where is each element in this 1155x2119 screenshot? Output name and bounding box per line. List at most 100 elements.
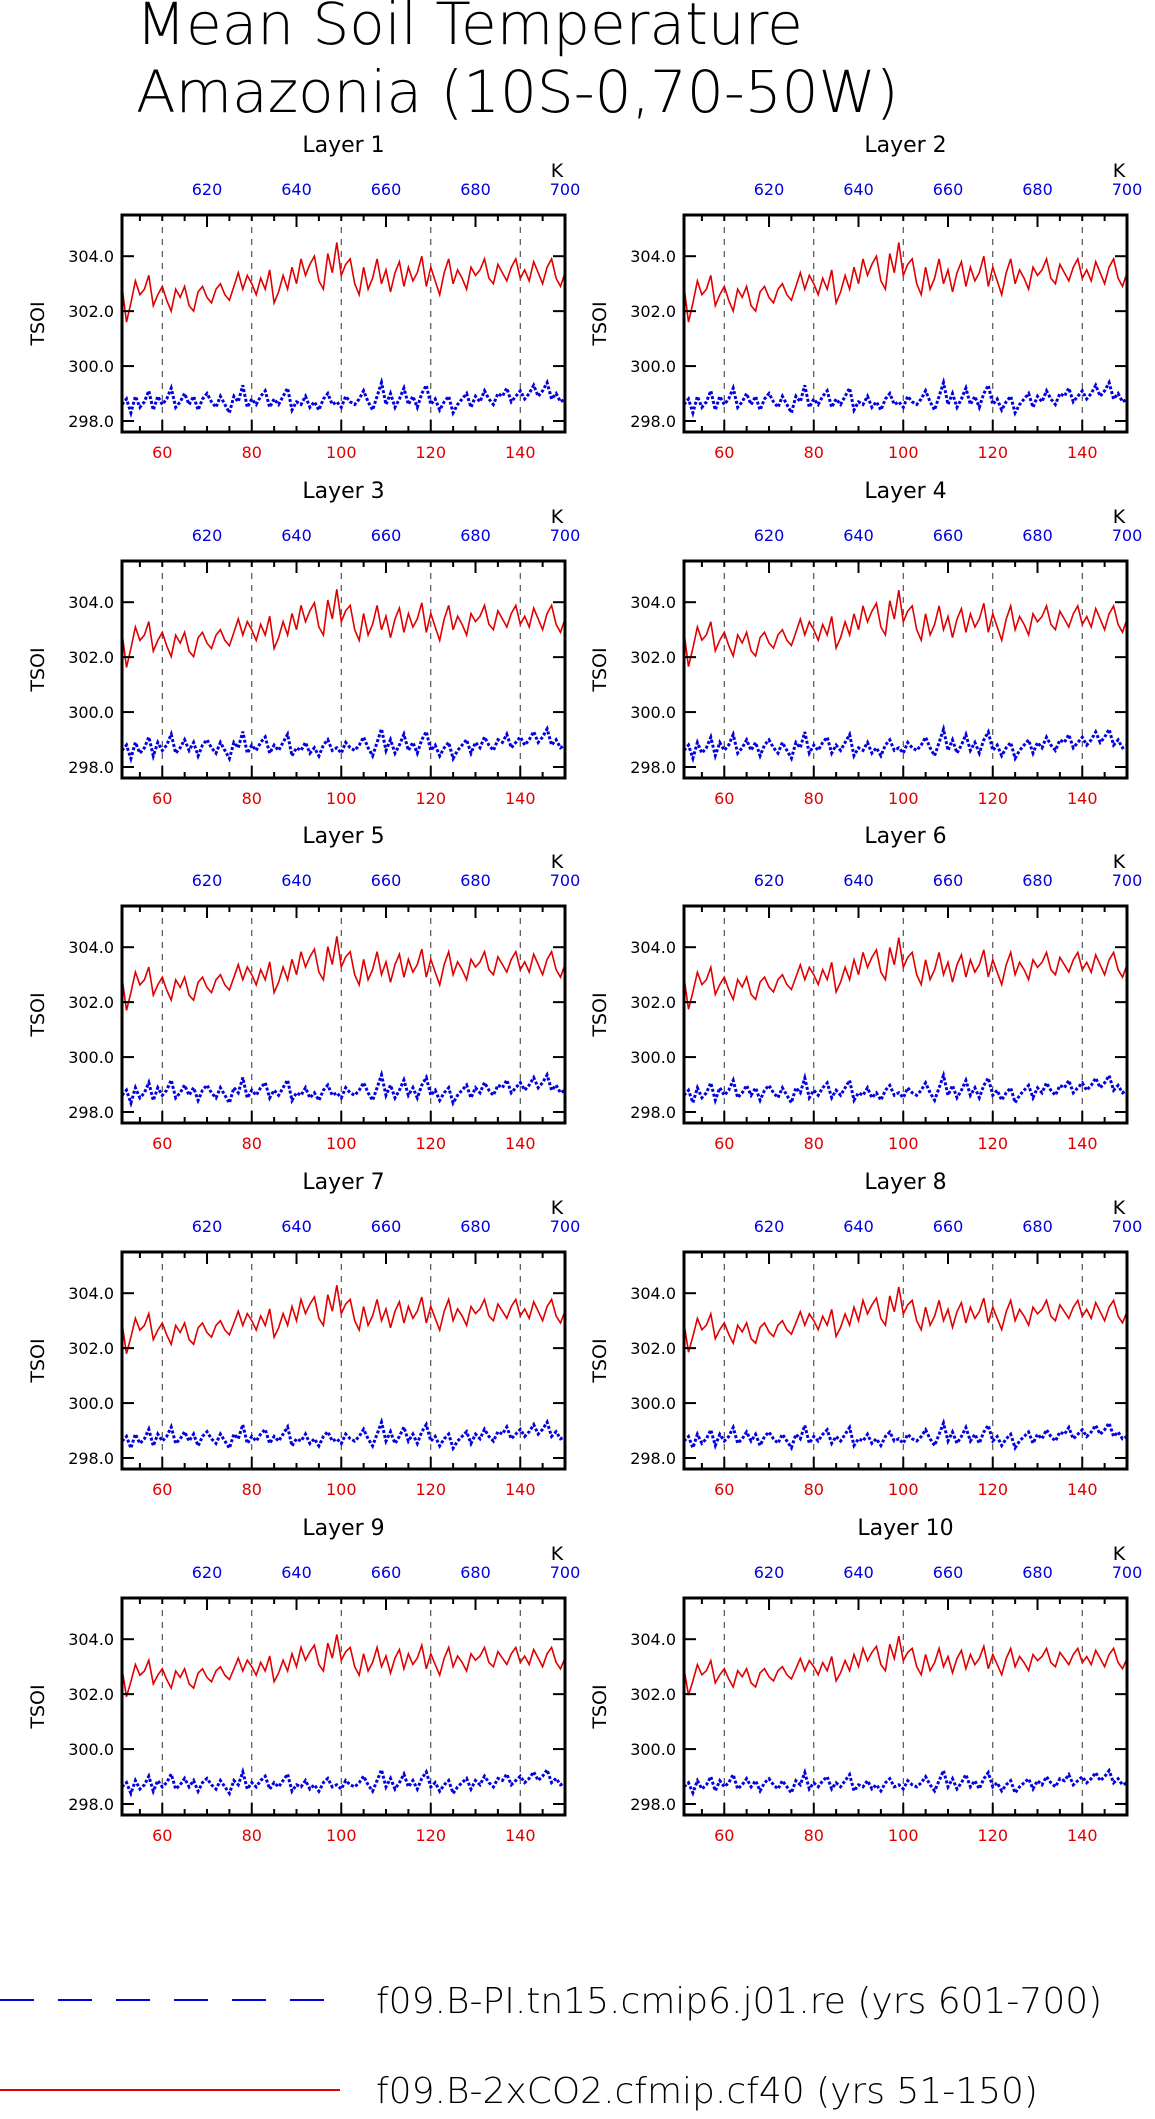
plot-frame xyxy=(120,213,567,434)
x-top-tick-label: 620 xyxy=(754,526,785,545)
x-bottom-tick-label: 120 xyxy=(977,1134,1008,1153)
panel-layer-1: Layer 1 298.0 300.0 302.0 304.0 TSOI 60 80 100 12… xyxy=(27,133,580,462)
x-bottom-tick-label: 120 xyxy=(977,443,1008,462)
y-tick-label: 300.0 xyxy=(630,703,676,722)
y-tick-label: 302.0 xyxy=(68,1339,114,1358)
x-top-tick-label: 660 xyxy=(933,871,964,890)
x-top-tick-label: 680 xyxy=(460,871,491,890)
y-tick-label: 304.0 xyxy=(68,938,114,957)
x-bottom-tick-label: 60 xyxy=(152,1134,172,1153)
x-bottom-tick-label: 120 xyxy=(415,1480,446,1499)
y-tick-label: 300.0 xyxy=(630,1394,676,1413)
panel-title: Layer 4 xyxy=(864,479,946,504)
x-top-tick-label: 700 xyxy=(550,1217,581,1236)
x-bottom-tick-label: 140 xyxy=(505,1134,536,1153)
x-top-tick-label: 660 xyxy=(371,1563,402,1582)
y-axis-label: TSOI xyxy=(27,1338,49,1383)
series-experiment-line xyxy=(121,589,566,668)
series-experiment-line xyxy=(121,1634,566,1697)
x-top-tick-label: 660 xyxy=(371,1217,402,1236)
x-bottom-tick-label: 60 xyxy=(714,1826,734,1845)
x-top-unit-label: K xyxy=(551,160,564,182)
y-tick-label: 302.0 xyxy=(630,648,676,667)
x-top-tick-label: 620 xyxy=(754,1563,785,1582)
plot-frame xyxy=(120,1250,567,1471)
x-top-tick-label: 700 xyxy=(550,526,581,545)
panel-title: Layer 5 xyxy=(302,824,384,849)
x-bottom-tick-label: 140 xyxy=(1067,1826,1098,1845)
panel-layer-5: Layer 5 298.0 300.0 302.0 304.0 TSOI 60 80 100 12… xyxy=(27,824,580,1153)
plot-frame xyxy=(682,559,1129,780)
y-tick-label: 304.0 xyxy=(630,247,676,266)
panel-title: Layer 10 xyxy=(857,1516,953,1541)
y-tick-label: 298.0 xyxy=(630,1795,676,1814)
y-axis-label: TSOI xyxy=(27,992,49,1037)
x-top-tick-label: 660 xyxy=(371,526,402,545)
x-top-unit-label: K xyxy=(1113,851,1126,873)
x-bottom-tick-label: 120 xyxy=(977,1480,1008,1499)
x-top-tick-label: 700 xyxy=(1112,180,1143,199)
x-top-tick-label: 680 xyxy=(1022,871,1053,890)
x-top-tick-label: 620 xyxy=(192,180,223,199)
series-control-line xyxy=(682,1418,1128,1453)
legend: f09.B-PI.tn15.cmip6.j01.re (yrs 601-700)… xyxy=(0,1981,1102,2112)
y-axis-label: TSOI xyxy=(27,647,49,692)
y-tick-label: 300.0 xyxy=(630,357,676,376)
x-bottom-tick-label: 80 xyxy=(242,1480,262,1499)
x-top-unit-label: K xyxy=(1113,1197,1126,1219)
panel-layer-8: Layer 8 298.0 300.0 302.0 304.0 TSOI 60 80 100 12… xyxy=(589,1170,1142,1499)
x-top-tick-label: 700 xyxy=(550,1563,581,1582)
panel-title: Layer 3 xyxy=(302,479,384,504)
plot-frame xyxy=(682,213,1129,434)
series-experiment-line xyxy=(121,242,566,323)
x-bottom-tick-label: 60 xyxy=(152,1480,172,1499)
x-top-tick-label: 640 xyxy=(843,1217,874,1236)
x-bottom-tick-label: 100 xyxy=(326,1134,357,1153)
x-top-tick-label: 620 xyxy=(192,526,223,545)
legend-label-experiment: f09.B-2xCO2.cfmip.cf40 (yrs 51-150) xyxy=(376,2071,1038,2112)
series-experiment-line xyxy=(121,1285,566,1354)
panel-title: Layer 1 xyxy=(302,133,384,158)
figure-title-line-1: Mean Soil Temperature xyxy=(136,0,803,58)
x-bottom-tick-label: 60 xyxy=(714,443,734,462)
x-top-tick-label: 640 xyxy=(281,871,312,890)
x-bottom-tick-label: 120 xyxy=(415,1826,446,1845)
x-top-unit-label: K xyxy=(551,506,564,528)
x-bottom-tick-label: 140 xyxy=(505,789,536,808)
x-bottom-tick-label: 100 xyxy=(326,1480,357,1499)
y-tick-label: 298.0 xyxy=(68,412,114,431)
y-axis-label: TSOI xyxy=(589,1338,611,1383)
x-top-tick-label: 680 xyxy=(460,1563,491,1582)
plot-frame xyxy=(120,559,567,780)
series-control-line xyxy=(682,1070,1128,1108)
series-control-line xyxy=(682,723,1128,764)
x-top-tick-label: 660 xyxy=(933,526,964,545)
x-bottom-tick-label: 120 xyxy=(415,1134,446,1153)
x-top-tick-label: 660 xyxy=(371,871,402,890)
x-bottom-tick-label: 100 xyxy=(888,1134,919,1153)
x-bottom-tick-label: 60 xyxy=(152,443,172,462)
y-tick-label: 300.0 xyxy=(68,1394,114,1413)
y-axis-label: TSOI xyxy=(589,992,611,1037)
series-experiment-line xyxy=(683,937,1128,1010)
y-tick-label: 304.0 xyxy=(630,593,676,612)
panel-grid: Layer 1 298.0 300.0 302.0 304.0 TSOI 60 80 100 12… xyxy=(27,133,1142,1845)
y-tick-label: 304.0 xyxy=(630,938,676,957)
y-tick-label: 304.0 xyxy=(68,1630,114,1649)
x-bottom-tick-label: 100 xyxy=(888,1826,919,1845)
series-control-line xyxy=(120,1765,566,1798)
plot-frame xyxy=(120,1596,567,1817)
y-tick-label: 298.0 xyxy=(68,1449,114,1468)
x-top-tick-label: 680 xyxy=(460,180,491,199)
y-tick-label: 298.0 xyxy=(68,1795,114,1814)
y-tick-label: 300.0 xyxy=(68,357,114,376)
x-top-tick-label: 660 xyxy=(933,1563,964,1582)
series-control-line xyxy=(120,1417,566,1453)
panel-layer-6: Layer 6 298.0 300.0 302.0 304.0 TSOI 60 80 100 12… xyxy=(589,824,1142,1153)
y-tick-label: 300.0 xyxy=(630,1740,676,1759)
x-top-unit-label: K xyxy=(551,851,564,873)
y-tick-label: 302.0 xyxy=(630,302,676,321)
x-bottom-tick-label: 120 xyxy=(415,789,446,808)
x-top-tick-label: 620 xyxy=(192,1217,223,1236)
x-top-tick-label: 680 xyxy=(1022,180,1053,199)
